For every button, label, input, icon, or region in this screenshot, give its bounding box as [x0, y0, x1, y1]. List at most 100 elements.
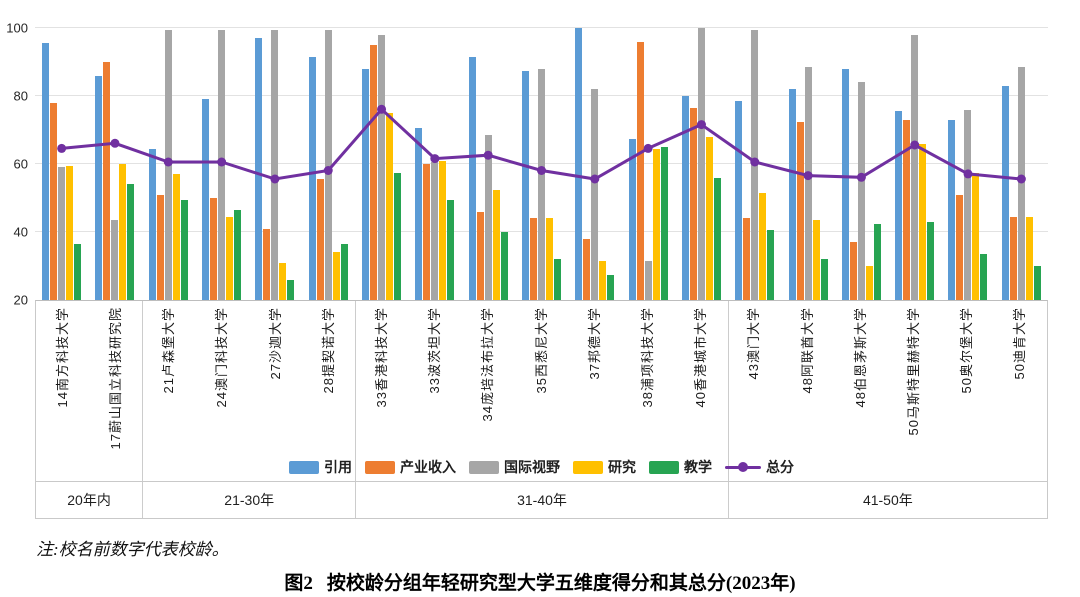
- bar-teaching: [500, 232, 508, 300]
- axis-label-panel: 14南方科技大学 17蔚山国立科技研究院 21卢森堡大学 24澳门科技大学 27沙迦大学…: [35, 300, 1048, 519]
- bar-group: [675, 18, 728, 300]
- bar-research: [492, 189, 500, 300]
- bar-group: [35, 18, 88, 300]
- total-score-marker: [910, 140, 920, 150]
- x-axis-label: 50马斯特里赫特大学: [906, 307, 922, 436]
- legend-label: 总分: [766, 459, 794, 475]
- bar-citations: [841, 68, 849, 300]
- legend-item-total-score: 总分: [725, 457, 794, 477]
- bar-industry-income: [849, 242, 857, 300]
- legend-item-industry-income: 产业收入: [365, 457, 456, 477]
- bar-teaching: [234, 209, 242, 300]
- bar-research: [545, 218, 553, 300]
- bar-research: [652, 148, 660, 300]
- bar-industry-income: [529, 218, 537, 300]
- bar-group: [408, 18, 461, 300]
- bar-citations: [415, 128, 423, 300]
- bar-teaching: [713, 177, 721, 300]
- total-score-marker: [483, 150, 493, 160]
- bar-group: [621, 18, 674, 300]
- bar-citations: [308, 56, 316, 300]
- x-axis-label-cell: 43澳门大学: [728, 301, 781, 453]
- bar-international-outlook: [378, 34, 386, 300]
- bar-industry-income: [263, 228, 271, 300]
- x-axis-label-cell: 50奥尔堡大学: [940, 301, 993, 453]
- figure-caption: 图2 按校龄分组年轻研究型大学五维度得分和其总分(2023年): [0, 568, 1080, 595]
- bar-teaching: [340, 243, 348, 300]
- x-axis-label: 14南方科技大学: [54, 307, 70, 408]
- bar-international-outlook: [111, 220, 119, 300]
- bar-research: [66, 165, 74, 300]
- x-axis-label-cell: 48伯恩茅斯大学: [834, 301, 887, 453]
- x-axis-label: 33香港科技大学: [374, 307, 389, 408]
- bar-group: [88, 18, 141, 300]
- bar-international-outlook: [58, 167, 66, 300]
- bar-international-outlook: [697, 28, 705, 300]
- y-axis-tick-label: 40: [13, 224, 28, 240]
- age-group-cell: 20年内: [36, 482, 142, 518]
- x-axis-label-cell: 38浦项科技大学: [621, 301, 674, 453]
- bar-industry-income: [956, 194, 964, 300]
- x-axis-label-cell: 14南方科技大学: [36, 301, 89, 453]
- bar-teaching: [553, 259, 561, 300]
- bar-teaching: [180, 199, 188, 300]
- bar-industry-income: [1009, 216, 1017, 300]
- x-axis-label: 35西悉尼大学: [533, 307, 549, 394]
- bar-citations: [681, 96, 689, 300]
- legend-swatch-citations: [289, 460, 319, 474]
- bar-citations: [95, 75, 103, 300]
- bar-group: [888, 18, 941, 300]
- x-axis-label: 48阿联酋大学: [799, 307, 815, 394]
- total-score-marker: [856, 172, 866, 182]
- bar-industry-income: [796, 121, 804, 300]
- bar-citations: [895, 111, 903, 300]
- x-axis-label: 38浦项科技大学: [640, 307, 656, 408]
- total-score-marker: [377, 104, 387, 114]
- bar-international-outlook: [857, 82, 865, 300]
- x-axis-label: 28提契诺大学: [320, 307, 336, 394]
- age-group-label: 20年内: [67, 492, 111, 508]
- total-score-marker: [163, 157, 173, 167]
- bar-industry-income: [316, 179, 324, 300]
- figure-title: 按校龄分组年轻研究型大学五维度得分和其总分(2023年): [326, 573, 796, 594]
- total-score-marker: [803, 171, 813, 181]
- bar-research: [332, 252, 340, 300]
- bar-group: [568, 18, 621, 300]
- x-axis-label-cell: 50迪肯大学: [994, 301, 1047, 453]
- bar-citations: [148, 148, 156, 300]
- total-score-marker: [750, 157, 760, 167]
- bar-industry-income: [903, 119, 911, 300]
- bar-international-outlook: [1017, 67, 1025, 300]
- bar-group: [781, 18, 834, 300]
- y-axis-tick-label: 60: [13, 156, 28, 172]
- x-axis-label: 17蔚山国立科技研究院: [107, 307, 123, 450]
- total-score-marker: [590, 174, 600, 184]
- legend-swatch-teaching: [649, 460, 679, 474]
- bar-research: [279, 262, 287, 300]
- bar-international-outlook: [911, 34, 919, 300]
- bar-teaching: [767, 230, 775, 300]
- bar-group: [462, 18, 515, 300]
- bar-research: [599, 260, 607, 300]
- legend-label: 研究: [608, 459, 636, 475]
- age-group-cell: 41-50年: [727, 482, 1047, 518]
- x-axis-label: 43澳门大学: [746, 307, 762, 380]
- age-group-label: 41-50年: [862, 492, 913, 508]
- age-group-label: 21-30年: [224, 492, 275, 508]
- bar-international-outlook: [644, 260, 652, 300]
- bar-teaching: [74, 243, 82, 300]
- total-score-marker: [430, 154, 440, 164]
- bar-columns: [35, 18, 1048, 300]
- x-axis-label-cell: 33香港科技大学: [355, 301, 408, 453]
- bar-industry-income: [210, 198, 218, 300]
- x-axis-label-cell: 21卢森堡大学: [142, 301, 195, 453]
- x-axis-label-cell: 17蔚山国立科技研究院: [89, 301, 142, 453]
- bar-research: [919, 143, 927, 300]
- bar-industry-income: [743, 218, 751, 300]
- bar-international-outlook: [271, 29, 279, 300]
- total-score-marker: [696, 120, 706, 130]
- bar-citations: [255, 38, 263, 300]
- x-axis-label-cell: 48阿联酋大学: [781, 301, 834, 453]
- x-axis-label: 48伯恩茅斯大学: [852, 307, 868, 408]
- chart-plot-wrapper: 20 40 60 80 100: [0, 18, 1080, 308]
